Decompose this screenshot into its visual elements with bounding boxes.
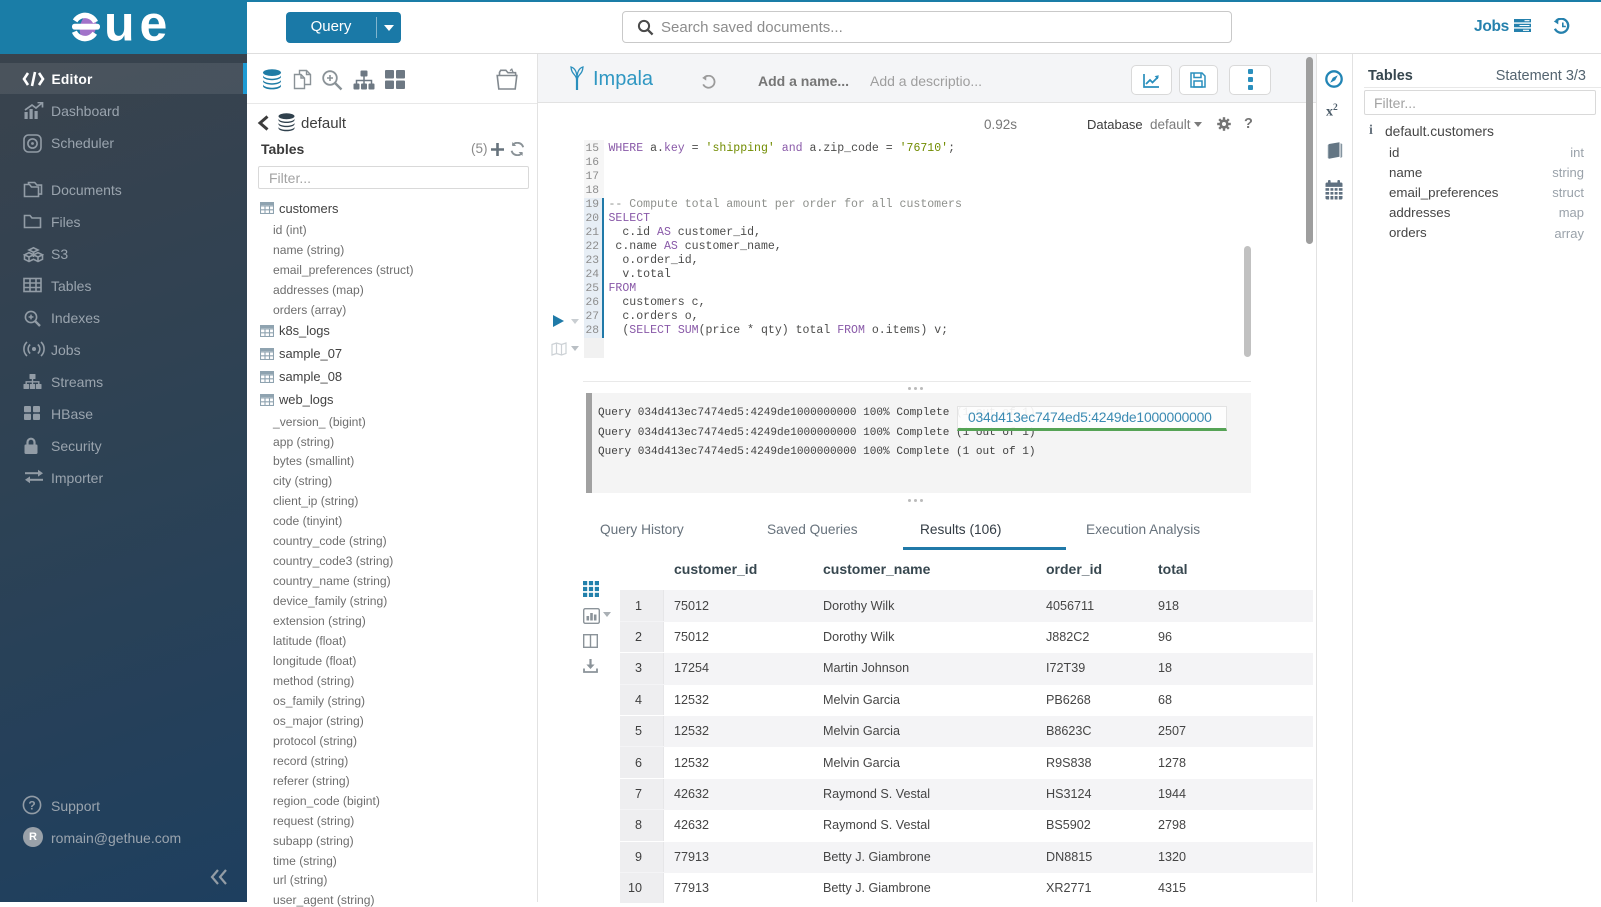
svg-text:?: ? bbox=[28, 798, 35, 812]
svg-text:ue: ue bbox=[104, 12, 172, 46]
